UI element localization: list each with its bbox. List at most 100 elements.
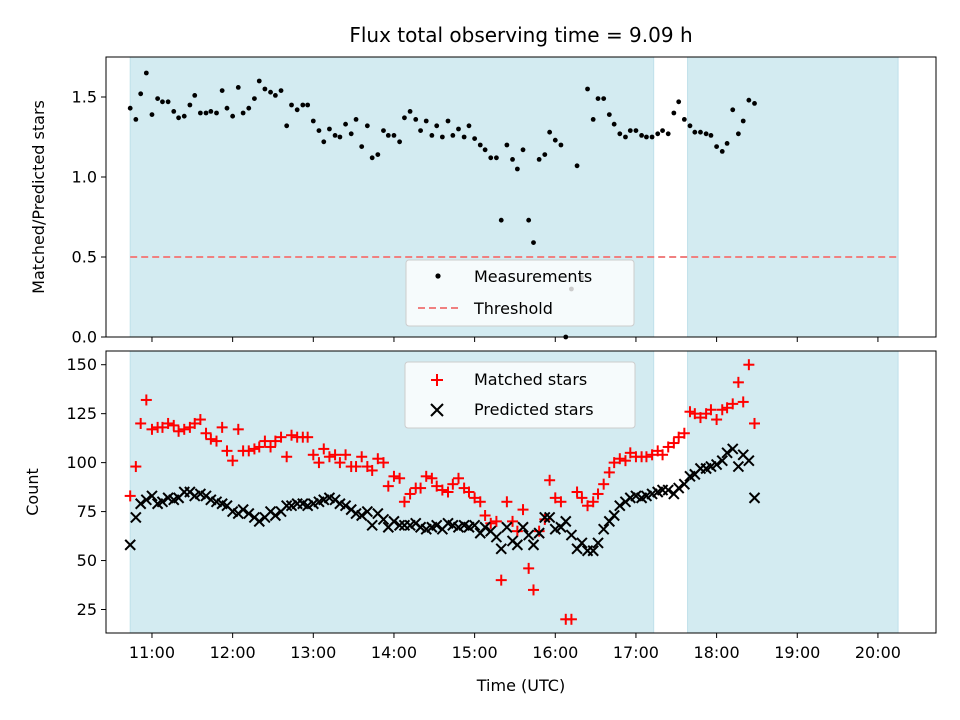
- predicted-star-point: [366, 519, 378, 531]
- measurement-point: [230, 113, 236, 119]
- matched-star-point: [275, 431, 287, 443]
- matched-star-point: [749, 417, 761, 429]
- matched-star-point: [576, 492, 588, 504]
- matched-star-point: [619, 455, 631, 467]
- predicted-star-point: [237, 503, 249, 516]
- measurement-point: [627, 128, 633, 134]
- matched-star-point: [452, 472, 464, 484]
- matched-star-point: [511, 525, 523, 537]
- measurement-point: [402, 115, 407, 121]
- predicted-star-point: [543, 511, 556, 524]
- legend-matched-marker: [431, 374, 443, 386]
- predicted-star-point: [565, 529, 578, 541]
- measurement-point: [246, 105, 252, 111]
- matched-star-point: [469, 492, 481, 504]
- measurement-point: [590, 117, 596, 122]
- matched-star-point: [705, 404, 717, 416]
- matched-star-point: [555, 496, 567, 508]
- chart-title: Flux total observing time = 9.09 h: [349, 23, 692, 47]
- measurement-point: [623, 134, 628, 140]
- top-y-tick-label: 1.0: [72, 168, 97, 187]
- measurement-point: [197, 110, 203, 116]
- bottom-y-axis-label: Count: [23, 468, 42, 516]
- measurement-point: [418, 128, 423, 134]
- measurement-point: [488, 155, 494, 161]
- measurement-point: [542, 152, 548, 158]
- top-y-axis-label: Matched/Predicted stars: [29, 100, 48, 294]
- matched-star-point: [431, 480, 443, 492]
- x-tick-label: 15:00: [452, 643, 498, 662]
- matched-star-point: [168, 419, 180, 431]
- measurement-point: [149, 112, 155, 117]
- matched-star-point: [436, 484, 448, 496]
- matched-star-point: [668, 437, 680, 449]
- predicted-star-point: [130, 511, 142, 524]
- matched-star-point: [507, 515, 519, 527]
- top-observing-window-1: [687, 56, 899, 338]
- matched-star-point: [533, 525, 545, 537]
- measurement-point: [660, 128, 665, 134]
- x-tick-label: 19:00: [774, 643, 820, 662]
- predicted-star-point: [339, 500, 352, 512]
- matched-star-point: [377, 457, 389, 469]
- matched-star-point: [608, 457, 620, 469]
- matched-star-point: [200, 427, 212, 439]
- predicted-star-point: [431, 519, 443, 531]
- matched-star-point: [329, 449, 341, 461]
- bottom-legend-box: [404, 361, 636, 429]
- matched-star-point: [398, 496, 410, 508]
- predicted-star-point: [539, 511, 551, 524]
- matched-star-point: [463, 486, 475, 498]
- matched-star-point: [426, 472, 438, 484]
- measurement-point: [434, 123, 440, 129]
- matched-star-point: [711, 414, 723, 426]
- measurement-point: [294, 107, 300, 113]
- measurement-point: [208, 109, 214, 114]
- matched-star-point: [156, 421, 168, 433]
- predicted-star-point: [727, 443, 739, 455]
- matched-star-point: [253, 441, 265, 453]
- predicted-star-point: [721, 447, 733, 459]
- top-y-tick-label: 0.5: [72, 248, 97, 267]
- measurement-point: [461, 134, 467, 140]
- legend-predicted-marker: [430, 403, 444, 417]
- measurement-point: [655, 131, 661, 137]
- top-legend: Measurements Threshold: [405, 259, 635, 327]
- predicted-star-point: [377, 513, 390, 526]
- measurement-point: [665, 131, 671, 137]
- measurement-point: [289, 102, 294, 108]
- matched-star-point: [243, 445, 255, 457]
- predicted-star-point: [495, 543, 507, 555]
- predicted-star-point: [269, 509, 282, 522]
- x-tick-label: 17:00: [613, 643, 659, 662]
- predicted-star-point: [597, 523, 610, 535]
- measurement-point: [272, 93, 278, 98]
- measurement-point: [375, 152, 381, 158]
- predicted-star-point: [501, 521, 513, 533]
- matched-star-point: [646, 449, 658, 461]
- predicted-star-point: [522, 529, 535, 541]
- measurement-point: [214, 110, 219, 116]
- top-plot-frame: [105, 56, 937, 338]
- measurement-point: [385, 133, 391, 138]
- measurement-point: [160, 99, 165, 105]
- measurement-point: [348, 131, 354, 137]
- matched-star-point: [727, 398, 739, 410]
- matched-star-point: [162, 417, 174, 429]
- measurement-point: [381, 128, 386, 134]
- measurement-point: [332, 133, 338, 138]
- x-tick-label: 12:00: [210, 643, 256, 662]
- legend-predicted-label: Predicted stars: [474, 400, 594, 419]
- x-tick-label: 11:00: [129, 643, 175, 662]
- matched-star-point: [350, 461, 362, 473]
- matched-star-point: [657, 449, 669, 461]
- measurement-point: [337, 134, 343, 140]
- predicted-star-point: [280, 500, 293, 512]
- predicted-star-point: [710, 458, 723, 471]
- matched-star-point: [479, 510, 491, 521]
- matched-star-point: [415, 482, 427, 494]
- predicted-star-point: [479, 521, 491, 533]
- predicted-star-point: [716, 454, 728, 467]
- matched-star-point: [501, 496, 513, 508]
